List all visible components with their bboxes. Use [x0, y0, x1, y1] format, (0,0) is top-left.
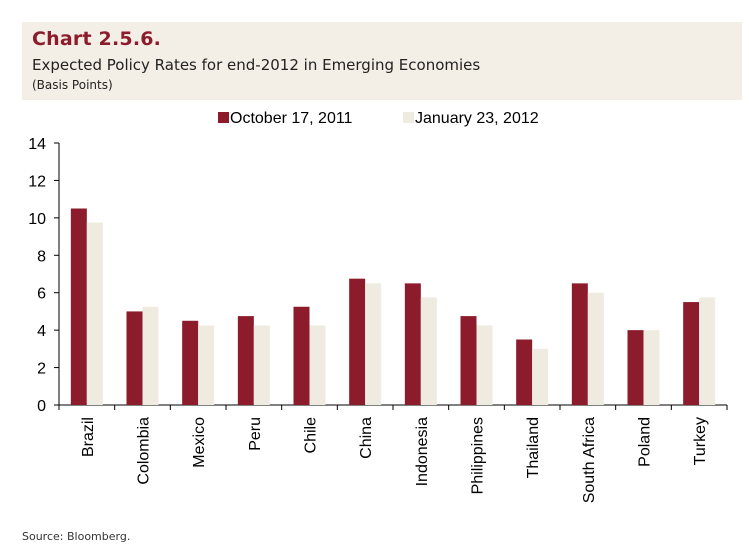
y-tick-label: 10 — [28, 211, 46, 228]
bar-october-2011 — [460, 316, 477, 405]
bar-january-2012 — [142, 306, 159, 405]
x-tick-label: Colombia — [136, 417, 153, 485]
bar-january-2012 — [420, 297, 437, 405]
chart-subtitle: (Basis Points) — [32, 78, 113, 92]
x-tick-label: Chile — [303, 417, 320, 454]
bar-october-2011 — [293, 306, 310, 405]
y-tick-label: 12 — [28, 173, 46, 190]
bar-january-2012 — [198, 325, 215, 405]
bar-october-2011 — [70, 208, 87, 405]
x-tick-label: China — [358, 417, 375, 459]
x-tick-label: South Africa — [581, 417, 598, 503]
chart-number: Chart 2.5.6. — [32, 28, 162, 50]
bar-january-2012 — [699, 297, 716, 405]
bar-october-2011 — [404, 283, 421, 405]
bar-january-2012 — [643, 330, 660, 405]
chart-title: Expected Policy Rates for end-2012 in Em… — [32, 56, 481, 74]
bar-october-2011 — [683, 302, 700, 405]
x-tick-label: Mexico — [191, 417, 208, 468]
x-tick-label: Peru — [247, 417, 264, 451]
bar-january-2012 — [365, 283, 382, 405]
y-tick-label: 6 — [37, 286, 46, 303]
y-tick-label: 0 — [37, 398, 46, 415]
x-tick-label: Thailand — [525, 417, 542, 478]
x-tick-label: Poland — [637, 417, 654, 467]
x-tick-label: Indonesia — [414, 417, 431, 486]
source-note: Source: Bloomberg. — [22, 530, 131, 543]
bar-january-2012 — [532, 348, 549, 405]
x-tick-label: Philippines — [470, 417, 487, 494]
legend-label: January 23, 2012 — [415, 110, 539, 127]
bar-october-2011 — [182, 320, 199, 405]
x-tick-label: Brazil — [80, 417, 97, 457]
legend-label: October 17, 2011 — [230, 110, 353, 127]
y-tick-label: 8 — [37, 248, 46, 265]
bar-january-2012 — [587, 292, 604, 405]
bar-october-2011 — [237, 316, 254, 405]
bar-october-2011 — [627, 330, 644, 405]
bar-october-2011 — [126, 311, 143, 405]
y-tick-label: 14 — [28, 136, 46, 153]
y-tick-label: 2 — [37, 361, 46, 378]
bar-january-2012 — [86, 222, 103, 405]
y-tick-label: 4 — [37, 323, 46, 340]
bar-october-2011 — [349, 278, 366, 405]
legend-swatch — [403, 112, 414, 123]
x-tick-label: Turkey — [692, 417, 709, 465]
bar-january-2012 — [253, 325, 270, 405]
bar-october-2011 — [516, 339, 533, 405]
bar-january-2012 — [309, 325, 326, 405]
chart-header — [22, 22, 742, 100]
bar-january-2012 — [476, 325, 493, 405]
legend-swatch — [218, 112, 229, 123]
bar-october-2011 — [571, 283, 588, 405]
